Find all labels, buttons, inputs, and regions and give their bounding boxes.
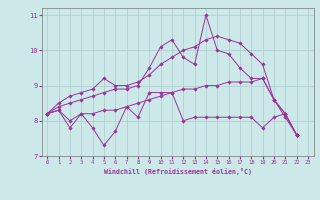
X-axis label: Windchill (Refroidissement éolien,°C): Windchill (Refroidissement éolien,°C) [104, 168, 252, 175]
